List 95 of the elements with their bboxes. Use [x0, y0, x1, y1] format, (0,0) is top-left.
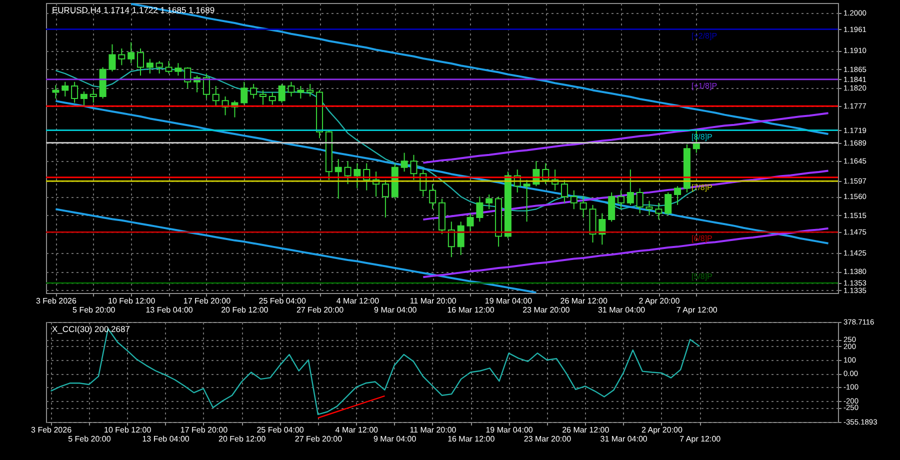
- line-series: [54, 208, 538, 293]
- ref-line-label: [6/8]P: [691, 234, 712, 244]
- x-tick-label: 17 Feb 20:00: [180, 426, 228, 434]
- candlestick: [118, 48, 126, 66]
- candlestick: [486, 194, 493, 210]
- candlestick: [278, 83, 286, 104]
- line-series: [54, 100, 830, 244]
- candlestick: [288, 81, 295, 97]
- candlestick: [344, 160, 352, 185]
- x-tick-label: 16 Mar 12:00: [447, 306, 495, 314]
- candlestick: [334, 158, 342, 200]
- x-tick-label: 27 Feb 20:00: [294, 434, 343, 444]
- x-tick-label: 4 Mar 12:00: [336, 296, 380, 306]
- candlestick: [382, 179, 389, 218]
- candlestick: [128, 42, 135, 64]
- candlestick: [608, 192, 616, 222]
- x-tick-label: 10 Feb 12:00: [108, 296, 156, 306]
- x-tick-label: 23 Mar 20:00: [524, 434, 572, 444]
- candlestick: [174, 62, 182, 76]
- x-tick-label: 3 Feb 2026: [36, 296, 77, 306]
- candlestick: [570, 190, 578, 210]
- candlestick: [560, 179, 568, 204]
- x-tick-label: 31 Mar 04:00: [598, 306, 646, 314]
- x-tick-label: 19 Mar 04:00: [484, 296, 533, 306]
- candlestick: [71, 81, 78, 104]
- candlestick: [664, 192, 672, 216]
- x-tick-label: 20 Feb 12:00: [218, 434, 266, 444]
- x-tick-label: 31 Mar 04:00: [600, 434, 648, 444]
- candlestick: [268, 92, 276, 106]
- candlestick: [523, 179, 530, 222]
- candlestick: [466, 212, 474, 233]
- candlestick: [108, 44, 116, 72]
- line-series: [422, 112, 830, 164]
- line-series: [422, 170, 830, 221]
- x-tick-label: 25 Feb 04:00: [256, 426, 304, 434]
- x-tick-label: 16 Mar 12:00: [448, 434, 496, 444]
- candlestick: [646, 200, 653, 216]
- candlestick: [90, 90, 97, 104]
- candlestick: [354, 162, 361, 189]
- x-tick-label: 7 Apr 12:00: [680, 434, 722, 444]
- ref-line-label: [+1/8]P: [691, 81, 718, 90]
- line-series: [317, 395, 386, 418]
- x-tick-label: 17 Feb 20:00: [183, 296, 232, 306]
- ref-line-label: [+2/8]P: [691, 31, 718, 40]
- candlestick: [448, 221, 455, 258]
- x-tick-label: 2 Apr 20:00: [638, 296, 680, 306]
- candlestick: [457, 221, 464, 256]
- x-tick-label: 10 Feb 12:00: [104, 426, 152, 434]
- candlestick: [146, 58, 154, 74]
- x-tick-label: 26 Mar 12:00: [560, 296, 608, 306]
- line-series: [130, 3, 830, 136]
- x-tick-label: 7 Apr 12:00: [676, 306, 718, 314]
- x-tick-label: 20 Feb 12:00: [221, 306, 269, 314]
- x-tick-label: 23 Mar 20:00: [522, 306, 570, 314]
- chart-title: X_CCI(30) 200.2687: [52, 324, 130, 334]
- candlestick: [306, 83, 314, 97]
- x-tick-label: 5 Feb 20:00: [72, 306, 116, 314]
- x-tick-label: 25 Feb 04:00: [258, 296, 306, 306]
- candlestick: [429, 184, 436, 210]
- candlestick: [580, 196, 587, 218]
- x-tick-label: 11 Mar 20:00: [410, 426, 457, 434]
- x-tick-label: 11 Mar 20:00: [410, 296, 457, 306]
- candlestick: [250, 83, 258, 100]
- x-tick-label: 27 Feb 20:00: [296, 306, 344, 314]
- x-tick-label: 13 Feb 04:00: [146, 306, 194, 314]
- x-tick-label: 2 Apr 20:00: [642, 426, 683, 434]
- candlestick: [240, 81, 248, 106]
- x-tick-label: 4 Mar 12:00: [335, 426, 379, 434]
- candlestick: [202, 73, 210, 100]
- x-tick-label: 9 Mar 04:00: [374, 306, 418, 314]
- candlestick: [52, 84, 60, 100]
- candlestick: [137, 48, 144, 76]
- candlestick: [618, 190, 625, 210]
- ref-line-label: [5/8]P: [691, 272, 712, 281]
- candlestick: [165, 60, 172, 74]
- x-tick-label: 26 Mar 12:00: [562, 426, 610, 434]
- candlestick: [259, 90, 266, 106]
- x-tick-label: 3 Feb 2026: [31, 426, 72, 434]
- candlestick: [400, 152, 408, 172]
- candlestick: [410, 154, 418, 180]
- x-tick-label: 13 Feb 04:00: [142, 434, 190, 444]
- candlestick: [297, 86, 304, 100]
- candlestick: [674, 186, 682, 206]
- x-tick-label: 5 Feb 20:00: [68, 434, 112, 444]
- x-tick-label: 9 Mar 04:00: [373, 434, 417, 444]
- candlestick: [212, 86, 220, 108]
- x-tick-label: 19 Mar 04:00: [486, 426, 534, 434]
- candlestick: [598, 212, 606, 246]
- candlestick: [655, 202, 662, 220]
- candlestick: [62, 81, 69, 97]
- candlestick: [626, 168, 634, 206]
- candlestick: [636, 188, 644, 214]
- candlestick: [80, 90, 88, 106]
- candlestick: [476, 196, 484, 222]
- candlestick: [156, 60, 163, 74]
